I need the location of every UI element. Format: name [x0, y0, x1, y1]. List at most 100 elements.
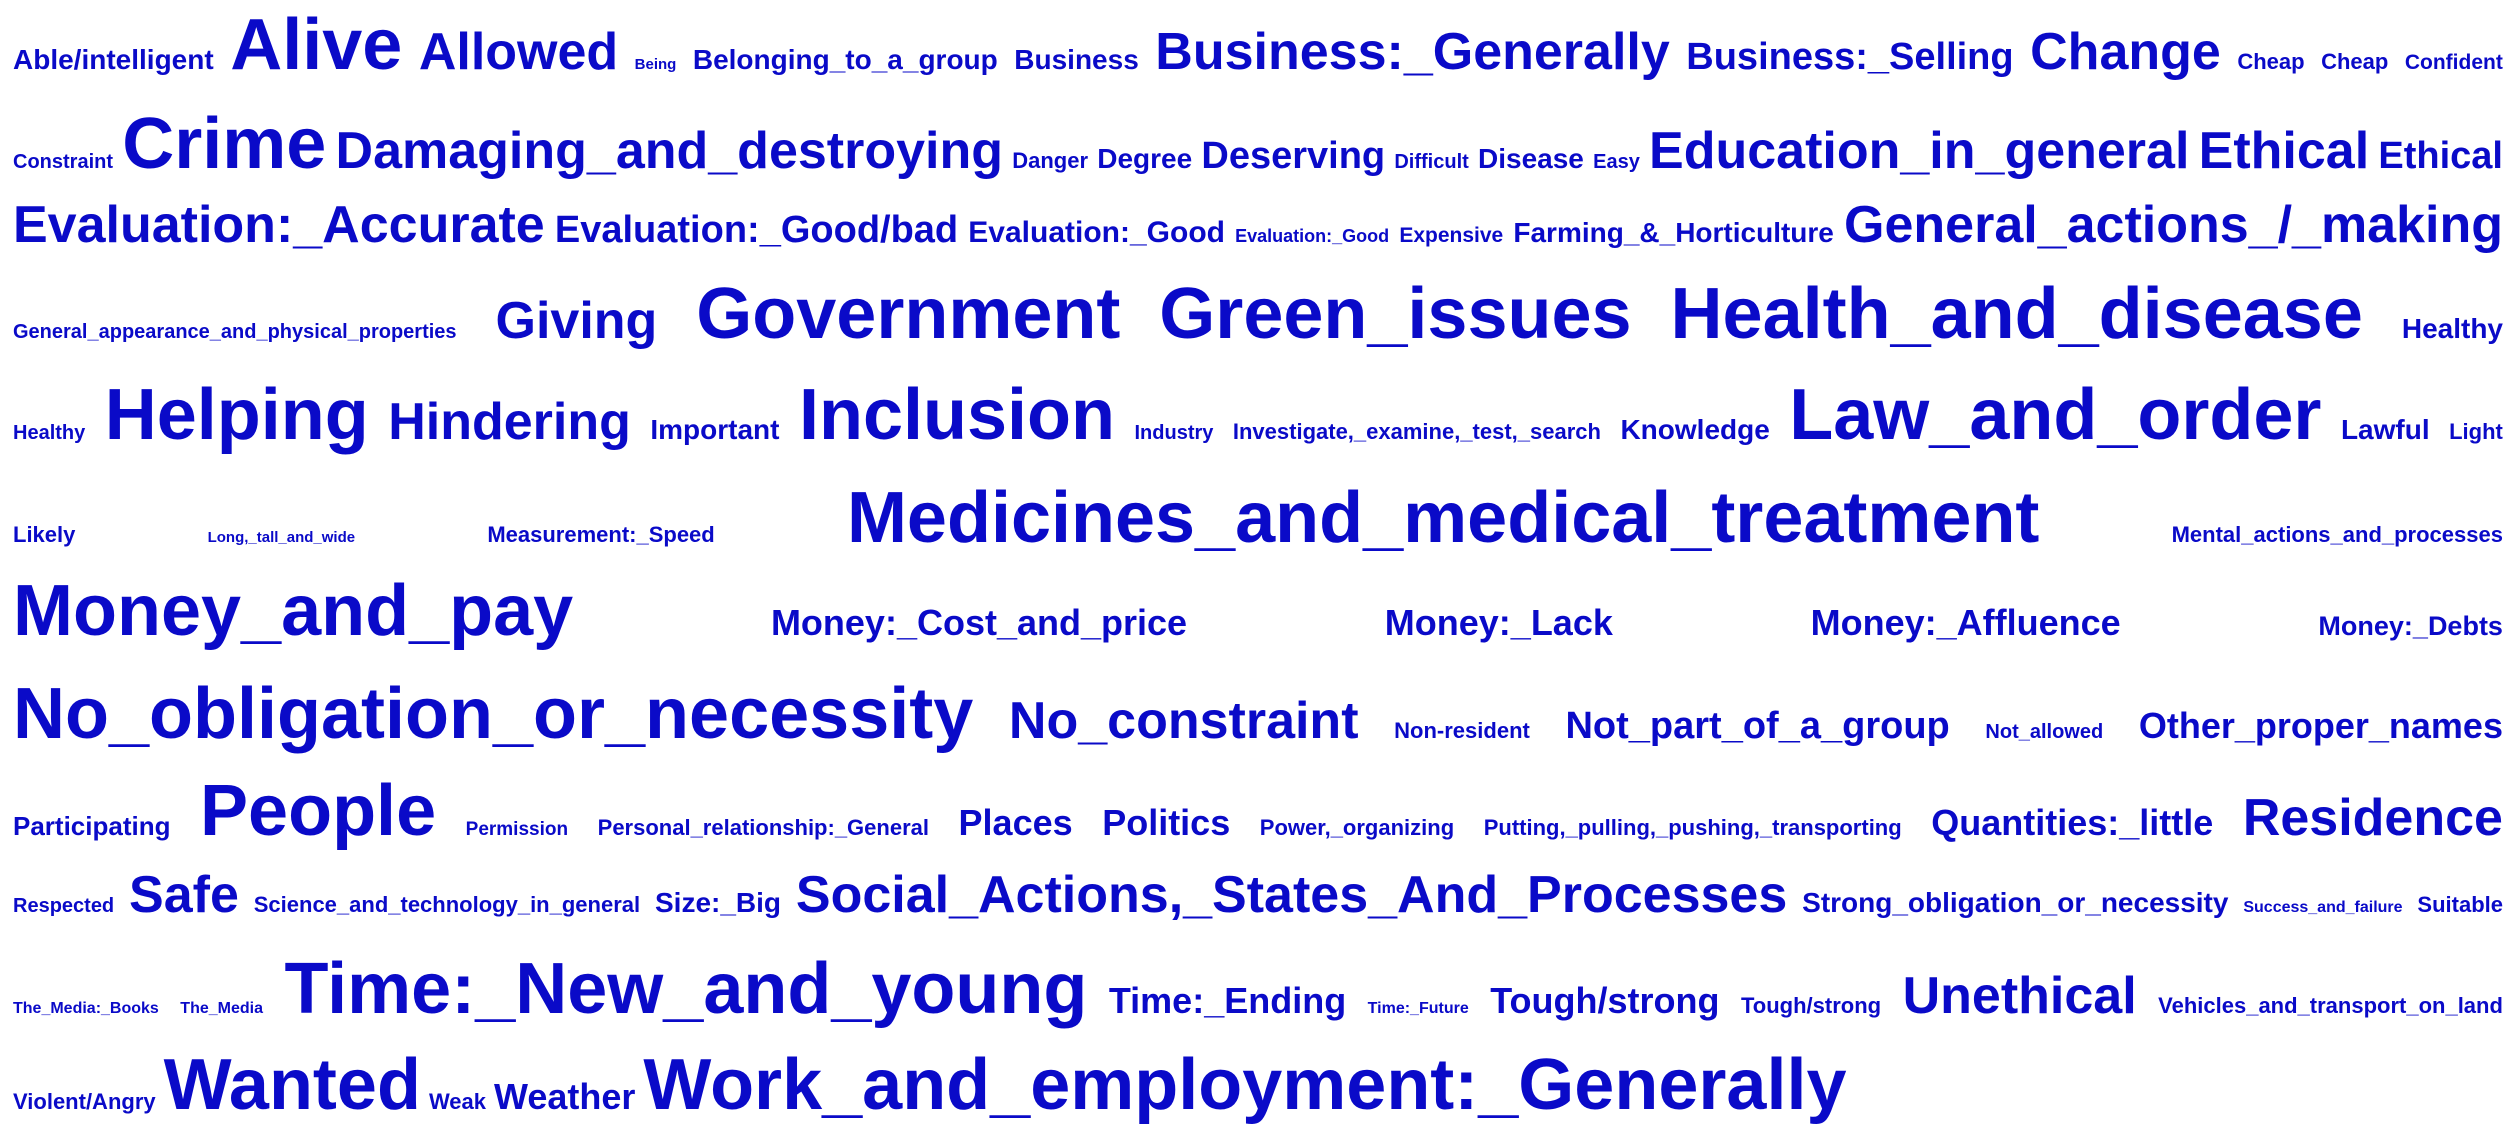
cloud-term: Money:_Cost_and_price	[770, 602, 1188, 644]
cloud-term: Danger	[1012, 148, 1089, 174]
cloud-term: Constraint	[13, 151, 113, 174]
cloud-term: Weather	[494, 1076, 636, 1118]
cloud-term: Evaluation:_Good	[968, 216, 1225, 250]
cloud-term: Likely	[13, 522, 76, 548]
cloud-term: Not_part_of_a_group	[1565, 705, 1950, 748]
cloud-term: Participating	[13, 811, 171, 842]
cloud-row-6: Likely Long,_tall_and_wide Measurement:_Sp…	[13, 482, 2503, 554]
cloud-term: Money:_Debts	[2318, 611, 2503, 642]
cloud-term: Deserving	[1201, 135, 1386, 178]
cloud-term: Important	[650, 414, 780, 446]
cloud-term: Medicines_and_medical_treatment	[846, 478, 2040, 559]
cloud-term: Work_and_employment:_Generally	[643, 1045, 1847, 1126]
cloud-term: Education_in_general	[1649, 122, 2190, 181]
cloud-term: Health_and_disease	[1670, 274, 2363, 355]
cloud-term: Healthy	[2401, 313, 2503, 345]
cloud-term: Confident	[2404, 51, 2503, 75]
cloud-term: Ethical	[2198, 122, 2370, 181]
cloud-term: Evaluation:_Good/bad	[554, 209, 959, 252]
cloud-term: Degree	[1097, 143, 1193, 175]
cloud-term: Permission	[465, 819, 569, 841]
cloud-term: Measurement:_Speed	[487, 522, 715, 548]
cloud-term: Residence	[2242, 789, 2503, 848]
cloud-term: Quantities:_little	[1931, 802, 2214, 844]
cloud-row-1: Able/intelligent Alive Allowed Being Belongi…	[13, 9, 2503, 81]
cloud-term: Tough/strong	[1740, 993, 1882, 1019]
cloud-term: Giving	[495, 292, 658, 351]
cloud-term: Other_proper_names	[2138, 705, 2503, 747]
cloud-term: Investigate,_examine,_test,_search	[1232, 419, 1601, 445]
cloud-term: Mental_actions_and_processes	[2171, 522, 2503, 548]
cloud-term: Damaging_and_destroying	[335, 122, 1003, 181]
cloud-term: Being	[634, 56, 677, 74]
cloud-term: Weak	[428, 1089, 487, 1115]
cloud-term: Long,_tall_and_wide	[207, 529, 356, 547]
cloud-term: Non-resident	[1394, 718, 1530, 744]
cloud-row-9: Participating People Permission Personal_re…	[13, 775, 2503, 847]
cloud-term: Helping	[104, 375, 369, 456]
cloud-term: Change	[2030, 23, 2221, 82]
cloud-term: Money_and_pay	[13, 571, 574, 652]
cloud-term: Social_Actions,_States_And_Processes	[795, 866, 1788, 925]
cloud-term: Science_and_technology_in_general	[253, 892, 641, 918]
cloud-term: The_Media:_Books	[13, 1000, 159, 1018]
cloud-row-11: The_Media:_Books The_Media Time:_New_and_y…	[13, 953, 2503, 1025]
cloud-term: Power,_organizing	[1259, 815, 1455, 841]
cloud-row-10: Respected Safe Science_and_technology_in_g…	[13, 869, 2503, 921]
cloud-term: Light	[2449, 419, 2503, 445]
cloud-term: Belonging_to_a_group	[692, 44, 998, 76]
cloud-row-3: Evaluation:_Accurate Evaluation:_Good/bad…	[13, 199, 2503, 251]
cloud-term: Allowed	[418, 23, 619, 82]
cloud-term: Strong_obligation_or_necessity	[1802, 887, 2229, 919]
cloud-term: Wanted	[163, 1045, 421, 1126]
cloud-term: Business:_Generally	[1155, 23, 1670, 82]
cloud-term: Farming_&_Horticulture	[1513, 217, 1834, 249]
cloud-term: Places	[958, 802, 1073, 844]
cloud-term: No_constraint	[1008, 692, 1359, 751]
cloud-term: Suitable	[2417, 892, 2503, 918]
cloud-term: Industry	[1134, 422, 1214, 445]
cloud-term: Evaluation:_Good	[1235, 226, 1390, 247]
cloud-term: Evaluation:_Accurate	[13, 196, 545, 255]
cloud-term: Able/intelligent	[13, 44, 214, 76]
cloud-term: General_actions_/_making	[1844, 196, 2503, 255]
cloud-term: The_Media	[180, 1000, 263, 1018]
cloud-term: Time:_Future	[1367, 1000, 1469, 1018]
cloud-row-2: Constraint Crime Damaging_and_destroying Da…	[13, 108, 2503, 180]
cloud-term: Lawful	[2340, 414, 2430, 446]
cloud-term: No_obligation_or_necessity	[13, 674, 974, 755]
cloud-term: General_appearance_and_physical_properti…	[13, 321, 457, 344]
cloud-term: Disease	[1478, 143, 1584, 175]
cloud-term: Time:_New_and_young	[284, 949, 1088, 1030]
cloud-term: Hindering	[388, 393, 631, 452]
cloud-term: Safe	[129, 866, 239, 925]
cloud-term: Knowledge	[1620, 414, 1770, 446]
cloud-row-12: Violent/Angry Wanted Weak Weather Work_and_e…	[13, 1049, 2503, 1121]
cloud-term: Putting,_pulling,_pushing,_transporting	[1483, 815, 1902, 841]
cloud-term: Healthy	[13, 422, 86, 445]
cloud-term: Inclusion	[798, 375, 1115, 456]
cloud-term: Cheap	[2237, 49, 2305, 75]
cloud-term: Business	[1014, 44, 1139, 76]
cloud-term: Respected	[13, 895, 115, 918]
cloud-term: Tough/strong	[1490, 980, 1720, 1022]
cloud-term: Success_and_failure	[2243, 899, 2403, 917]
cloud-term: Time:_Ending	[1108, 980, 1347, 1022]
cloud-term: Unethical	[1902, 967, 2137, 1026]
cloud-term: Violent/Angry	[13, 1089, 156, 1115]
cloud-term: Law_and_order	[1789, 375, 2322, 456]
cloud-term: Politics	[1102, 802, 1231, 844]
cloud-term: Crime	[122, 104, 327, 185]
cloud-term: Expensive	[1399, 224, 1504, 248]
cloud-term: Personal_relationship:_General	[597, 815, 929, 841]
cloud-term: Government	[696, 274, 1121, 355]
cloud-term: Green_issues	[1159, 274, 1632, 355]
cloud-term: Business:_Selling	[1686, 36, 2014, 79]
cloud-row-5: Healthy Helping Hindering Important Inclusio…	[13, 379, 2503, 451]
cloud-term: Vehicles_and_transport_on_land	[2158, 993, 2503, 1019]
cloud-term: Not_allowed	[1985, 721, 2104, 744]
cloud-term: People	[200, 771, 437, 852]
cloud-term: Ethical	[2378, 135, 2503, 178]
cloud-term: Alive	[230, 5, 403, 86]
